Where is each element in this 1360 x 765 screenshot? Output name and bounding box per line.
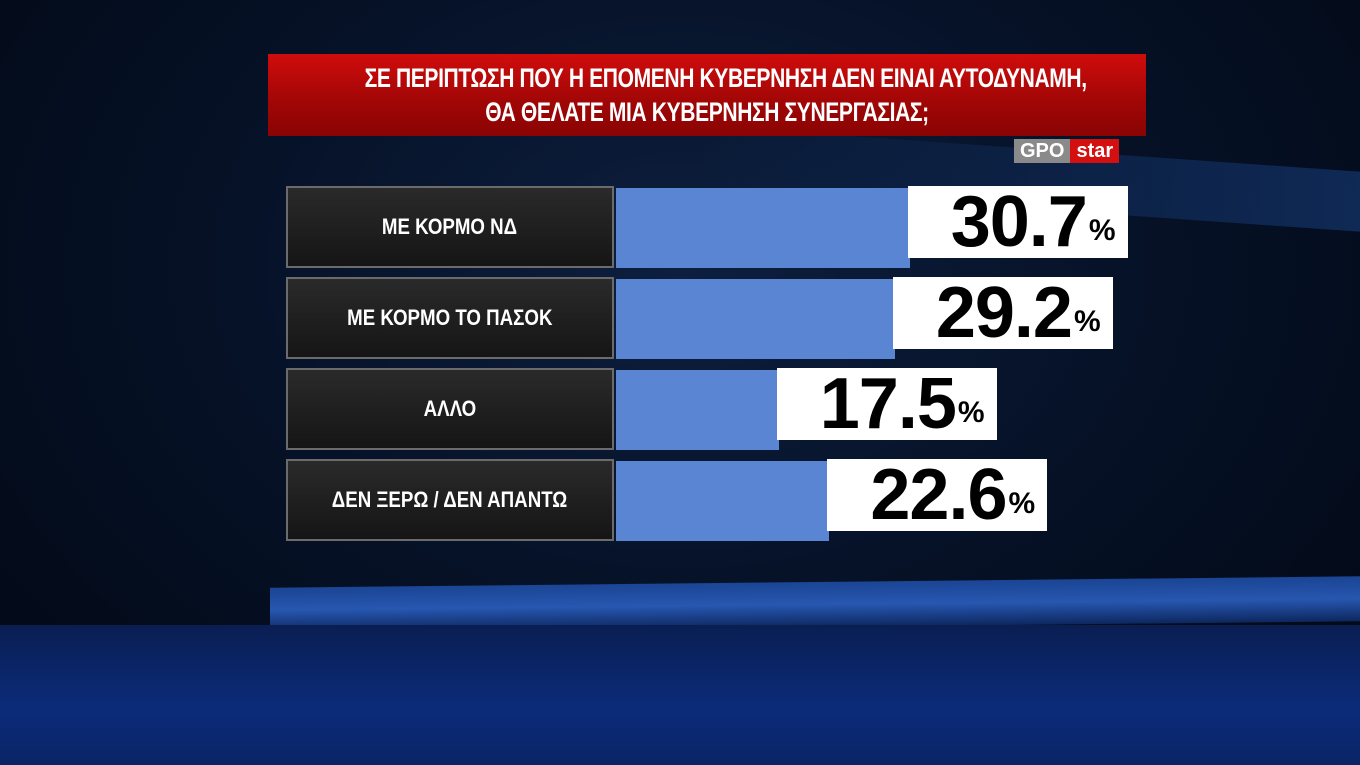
value-label-box: 29.2 % [892,273,1113,353]
category-label-text: ΜΕ ΚΟΡΜΟ ΝΔ [382,214,518,239]
title-line-2: ΘΑ ΘΕΛΑΤΕ ΜΙΑ ΚΥΒΕΡΝΗΣΗ ΣΥΝΕΡΓΑΣΙΑΣ; [485,97,929,127]
title-line-1: ΣΕ ΠΕΡΙΠΤΩΣΗ ΠΟΥ Η ΕΠΟΜΕΝΗ ΚΥΒΕΡΝΗΣΗ ΔΕΝ… [364,63,1088,93]
category-label-text: ΑΛΛΟ [423,396,477,421]
bar-row: ΜΕ ΚΟΡΜΟ ΤΟ ΠΑΣΟΚ 29.2 % [286,273,1186,359]
bar [616,279,895,359]
chart-title: ΣΕ ΠΕΡΙΠΤΩΣΗ ΠΟΥ Η ΕΠΟΜΕΝΗ ΚΥΒΕΡΝΗΣΗ ΔΕΝ… [268,54,1146,136]
background-floor [0,625,1360,765]
star-logo: star [1070,139,1120,163]
value-label-box: 30.7 % [907,182,1128,262]
bar-row: ΔΕΝ ΞΕΡΩ / ΔΕΝ ΑΠΑΝΤΩ 22.6 % [286,455,1186,541]
gpo-star-logo: GPO star [1014,139,1120,163]
percent-sign: % [1073,305,1101,338]
category-label-text: ΜΕ ΚΟΡΜΟ ΤΟ ΠΑΣΟΚ [347,305,553,330]
value-label-box: 17.5 % [776,364,997,444]
gpo-logo: GPO [1014,139,1071,163]
category-label: ΜΕ ΚΟΡΜΟ ΝΔ [286,186,614,268]
value-label: 17.5 [819,364,957,444]
category-label: ΜΕ ΚΟΡΜΟ ΤΟ ΠΑΣΟΚ [286,277,614,359]
bar [616,188,910,268]
category-label: ΔΕΝ ΞΕΡΩ / ΔΕΝ ΑΠΑΝΤΩ [286,459,614,541]
percent-sign: % [1088,214,1116,247]
value-label: 22.6 [870,455,1007,535]
value-label: 30.7 [950,182,1088,262]
bar-row: ΑΛΛΟ 17.5 % [286,364,1186,450]
category-label-text: ΔΕΝ ΞΕΡΩ / ΔΕΝ ΑΠΑΝΤΩ [332,487,568,512]
value-label: 29.2 [935,273,1073,353]
category-label: ΑΛΛΟ [286,368,614,450]
value-label-box: 22.6 % [827,455,1048,535]
percent-sign: % [957,396,985,429]
bar [616,370,779,450]
percent-sign: % [1008,487,1036,520]
bar-row: ΜΕ ΚΟΡΜΟ ΝΔ 30.7 % [286,182,1186,268]
bar [616,461,830,541]
